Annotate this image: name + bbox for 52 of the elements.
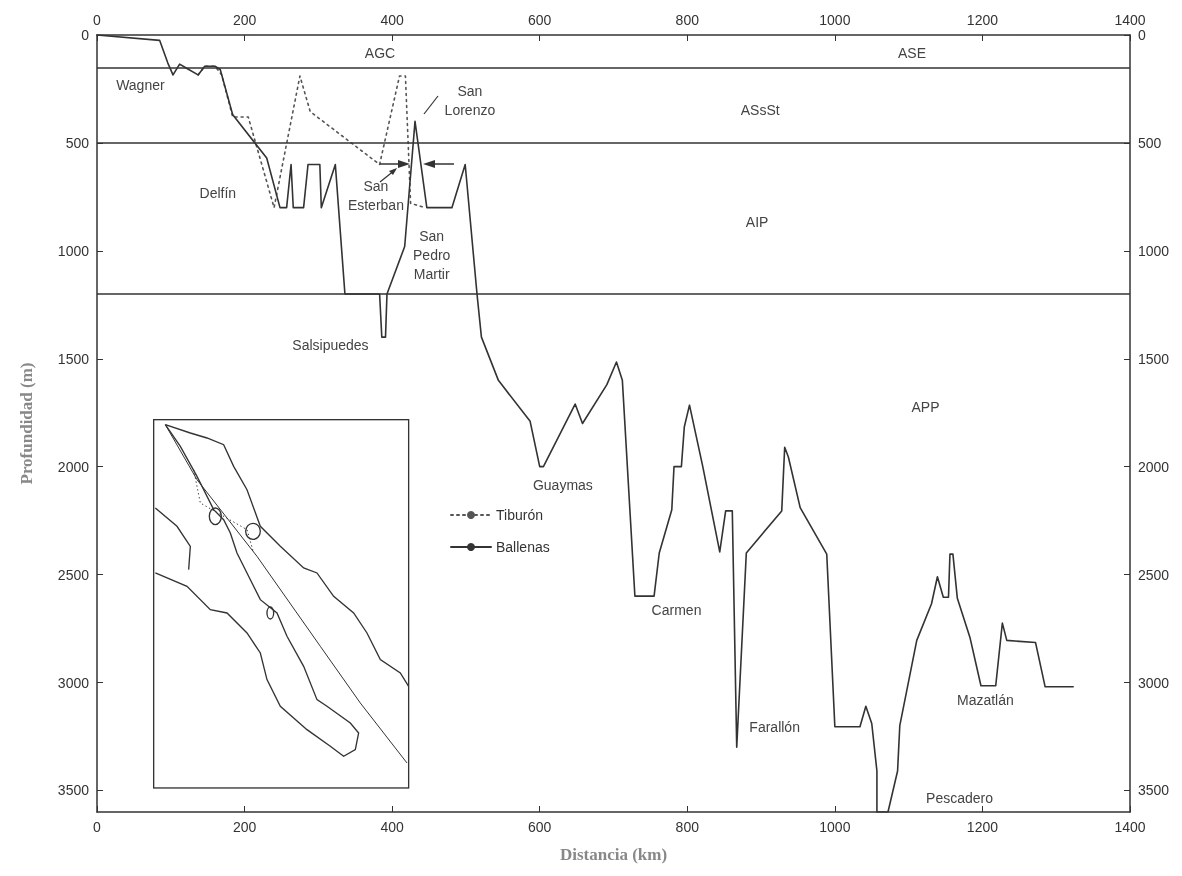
annotation: AGC — [364, 44, 396, 61]
x-axis-title: Distancia (km) — [559, 845, 668, 864]
x-tick-label: 200 — [232, 819, 257, 835]
x2-tick-label: 1200 — [966, 12, 999, 28]
x-tick-label: 800 — [675, 819, 700, 835]
annotation: Pescadero — [926, 790, 994, 807]
annotation: Wagner — [116, 76, 165, 93]
annotation: Salsipuedes — [292, 337, 369, 354]
annotation: ASsSt — [740, 102, 780, 119]
x2-tick-label: 1000 — [819, 12, 851, 28]
y2-tick-label: 0 — [1138, 27, 1146, 43]
annotation: Carmen — [651, 601, 702, 618]
y-tick-label: 3500 — [57, 782, 90, 799]
y-tick-label: 2000 — [57, 458, 90, 475]
x2-tick-label: 1400 — [1114, 12, 1146, 28]
y-axis-title: Profundidad (m) — [17, 362, 36, 485]
annotation: San Lorenzo — [444, 82, 496, 118]
x2-tick-label: 800 — [675, 12, 700, 28]
annotation: Farallón — [749, 719, 800, 736]
x-tick-label: 1000 — [819, 819, 851, 835]
annotation: San Pedro Martir — [413, 227, 451, 282]
legend-label: Ballenas — [496, 539, 550, 555]
x2-tick-label: 600 — [528, 12, 552, 28]
x-tick-label: 600 — [528, 819, 552, 835]
y-tick-label: 500 — [65, 134, 90, 151]
annotation: Delfín — [199, 184, 237, 201]
y2-tick-label: 500 — [1138, 134, 1162, 151]
x-tick-label: 1400 — [1114, 819, 1146, 835]
annotation: APP — [911, 399, 940, 416]
annotation: San Esterban — [347, 177, 404, 213]
annotation: ASE — [898, 44, 927, 61]
legend-label: Tiburón — [496, 507, 543, 523]
x-tick-label: 0 — [93, 819, 102, 835]
annotation: Guaymas — [532, 476, 593, 493]
y2-tick-label: 2000 — [1138, 458, 1170, 475]
x-tick-label: 400 — [380, 819, 405, 835]
x2-tick-label: 400 — [380, 12, 405, 28]
x2-tick-label: 200 — [232, 12, 257, 28]
annotation: AIP — [745, 214, 769, 231]
x-tick-label: 1200 — [966, 819, 999, 835]
x2-tick-label: 0 — [93, 12, 102, 28]
y-tick-label: 3000 — [57, 674, 90, 691]
annotation: Mazatlán — [956, 692, 1014, 709]
y-tick-label: 1500 — [57, 350, 90, 367]
y2-tick-label: 1000 — [1138, 242, 1170, 259]
y2-tick-label: 1500 — [1138, 350, 1170, 367]
y2-tick-label: 3500 — [1138, 782, 1170, 799]
y-tick-label: 1000 — [57, 242, 90, 259]
y-tick-label: 0 — [81, 27, 90, 43]
y2-tick-label: 2500 — [1138, 566, 1170, 583]
y-tick-label: 2500 — [57, 566, 90, 583]
y2-tick-label: 3000 — [1138, 674, 1170, 691]
